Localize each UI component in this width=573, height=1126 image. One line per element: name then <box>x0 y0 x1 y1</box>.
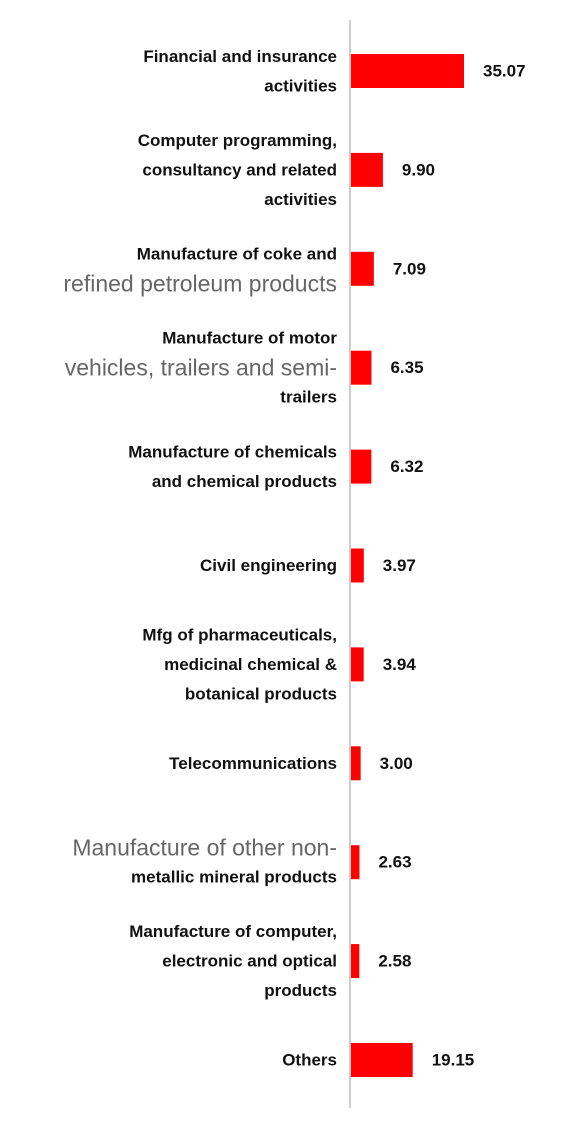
bar-3 <box>351 251 374 286</box>
category-label-7-line-3: botanical products <box>185 684 337 703</box>
category-label-2-line-3: activities <box>264 190 337 209</box>
bar-5 <box>351 449 372 484</box>
category-label-2-line-2: consultancy and related <box>142 160 337 179</box>
bar-2 <box>351 152 383 187</box>
bar-7 <box>351 647 364 682</box>
category-label-7-line-2: medicinal chemical & <box>164 655 337 674</box>
category-label-5-line-2: and chemical products <box>152 472 337 491</box>
value-label-3: 7.09 <box>393 259 426 278</box>
category-label-1-line-1: Financial and insurance <box>143 47 337 66</box>
value-label-10: 2.58 <box>378 952 411 971</box>
category-label-9-line-1: Manufacture of other non- <box>72 834 337 860</box>
bar-1 <box>351 54 464 88</box>
bar-8 <box>351 746 361 781</box>
category-label-10-line-1: Manufacture of computer, <box>129 922 337 941</box>
category-label-5-line-1: Manufacture of chemicals <box>128 442 337 461</box>
category-label-3-line-1: Manufacture of coke and <box>137 245 337 264</box>
value-label-1: 35.07 <box>483 62 526 81</box>
category-label-7-line-1: Mfg of pharmaceuticals, <box>142 625 337 644</box>
bars-group <box>351 54 464 1077</box>
category-label-4-line-2: vehicles, trailers and semi- <box>65 355 337 381</box>
bar-9 <box>351 845 360 880</box>
bar-10 <box>351 944 360 979</box>
value-label-2: 9.90 <box>402 160 435 179</box>
value-label-11: 19.15 <box>432 1051 475 1070</box>
value-label-7: 3.94 <box>383 655 417 674</box>
category-label-9-line-2: metallic mineral products <box>131 867 337 886</box>
category-label-10-line-3: products <box>264 981 337 1000</box>
value-label-9: 2.63 <box>378 853 411 872</box>
category-label-1-line-2: activities <box>264 76 337 95</box>
category-label-4-line-1: Manufacture of motor <box>162 329 337 348</box>
value-label-5: 6.32 <box>390 457 423 476</box>
value-label-4: 6.35 <box>390 358 423 377</box>
value-label-8: 3.00 <box>380 754 413 773</box>
category-label-2-line-1: Computer programming, <box>138 131 337 150</box>
category-label-4-line-3: trailers <box>280 388 337 407</box>
value-label-6: 3.97 <box>383 556 416 575</box>
value-labels-group: 35.07 9.90 7.09 6.35 6.32 3.97 3.94 3.00 2.63 2.5… <box>378 62 525 1070</box>
bar-4 <box>351 350 372 385</box>
category-label-8-line-1: Telecommunications <box>169 754 337 773</box>
category-label-3-line-2: refined petroleum products <box>63 271 337 297</box>
category-label-11-line-1: Others <box>282 1051 337 1070</box>
category-labels-group: Financial and insurance activities Compute… <box>63 47 337 1070</box>
category-label-10-line-2: electronic and optical <box>162 952 337 971</box>
category-label-6-line-1: Civil engineering <box>200 556 337 575</box>
bar-6 <box>351 548 364 583</box>
bar-11 <box>351 1043 413 1077</box>
